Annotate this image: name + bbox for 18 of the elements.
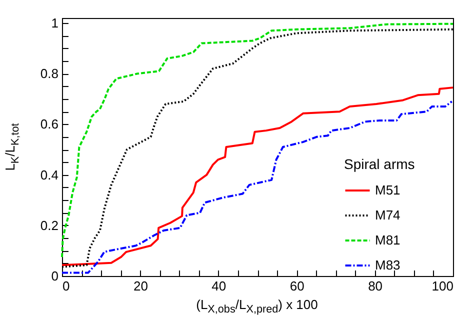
x-axis-title: (L$_{X,obs}$/L$_{X,pred}$) x 100: [196, 297, 318, 316]
legend-label: M81: [375, 232, 400, 248]
x-tick-label: 20: [133, 278, 148, 294]
y-tick-label: 0.4: [40, 167, 58, 182]
legend-title: Spiral arms: [344, 156, 415, 172]
x-tick-label: 0: [62, 278, 70, 294]
y-tick-label: 0.2: [40, 218, 58, 233]
y-tick-label: 0.6: [40, 116, 58, 132]
y-tick-label: 0.8: [40, 66, 58, 82]
legend-label: M83: [375, 258, 400, 272]
legend-label: M51: [375, 182, 400, 198]
y-tick-label: 0: [51, 268, 58, 284]
x-tick-label: 80: [368, 278, 383, 294]
y-tick-label: 1: [51, 16, 58, 31]
legend-label: M74: [375, 208, 400, 222]
x-tick-label: 40: [212, 278, 226, 294]
x-tick-label: 100: [432, 278, 454, 294]
x-tick-label: 60: [290, 278, 304, 294]
